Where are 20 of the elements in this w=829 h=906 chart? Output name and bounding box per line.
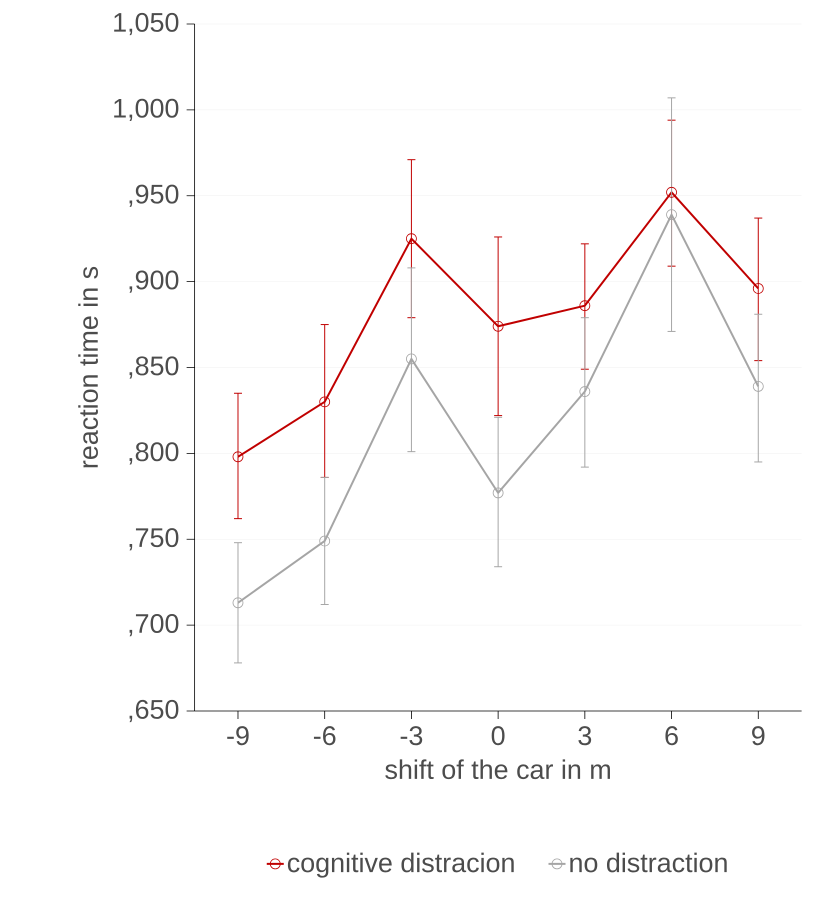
y-tick-label: ,900 <box>130 270 179 293</box>
y-tick-label: ,700 <box>130 614 179 636</box>
x-tick-label: -9 <box>227 726 249 746</box>
y-tick-label: ,650 <box>130 700 179 722</box>
y-axis-title: reaction time in s <box>78 266 98 468</box>
x-tick-label: -3 <box>400 726 422 746</box>
x-tick-label: 9 <box>752 726 765 746</box>
legend-label: no distraction <box>570 852 727 872</box>
x-tick-label: -6 <box>314 726 336 746</box>
y-tick-label: ,950 <box>130 184 179 207</box>
x-axis-title: shift of the car in m <box>385 759 610 780</box>
y-tick-label: 1,000 <box>114 98 179 121</box>
y-tick-label: ,750 <box>130 528 179 550</box>
x-tick-label: 0 <box>492 726 505 746</box>
y-tick-label: ,850 <box>130 356 179 379</box>
x-tick-label: 6 <box>666 726 678 746</box>
x-tick-label: 3 <box>578 726 592 746</box>
y-tick-label: 1,050 <box>114 12 179 36</box>
legend-label: cognitive distracion <box>288 852 514 878</box>
y-tick-label: ,800 <box>130 442 179 464</box>
